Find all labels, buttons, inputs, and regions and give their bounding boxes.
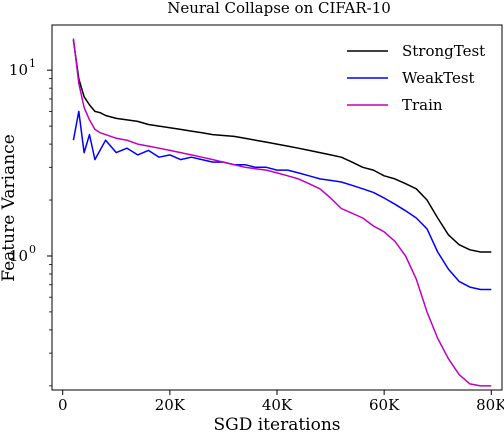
- x-tick-label: 0: [58, 396, 68, 414]
- x-tick-label: 60K: [369, 396, 400, 414]
- legend-label: StrongTest: [402, 42, 485, 60]
- plot-area: [72, 38, 492, 387]
- x-axis-label: SGD iterations: [213, 415, 340, 434]
- y-tick-label-exponent: 1: [29, 57, 36, 70]
- x-tick-label: 40K: [262, 396, 293, 414]
- legend: StrongTest WeakTest Train: [347, 42, 485, 114]
- x-tick-label: 80K: [476, 396, 504, 414]
- legend-label: WeakTest: [402, 69, 475, 87]
- series-line-strongtest: [72, 40, 492, 253]
- y-tick-label: 10: [9, 247, 28, 265]
- plot-frame: [51, 24, 503, 391]
- y-axis-label: Feature Variance: [0, 134, 19, 282]
- y-tick-label: 10: [9, 61, 28, 79]
- chart-title: Neural Collapse on CIFAR-10: [167, 0, 391, 17]
- legend-label: Train: [402, 96, 443, 114]
- x-axis: 0 20K 40K 60K 80K: [58, 390, 504, 414]
- series-line-weaktest: [72, 110, 492, 291]
- y-tick-label-exponent: 0: [29, 243, 36, 256]
- series-line-train: [72, 38, 492, 387]
- x-tick-label: 20K: [155, 396, 186, 414]
